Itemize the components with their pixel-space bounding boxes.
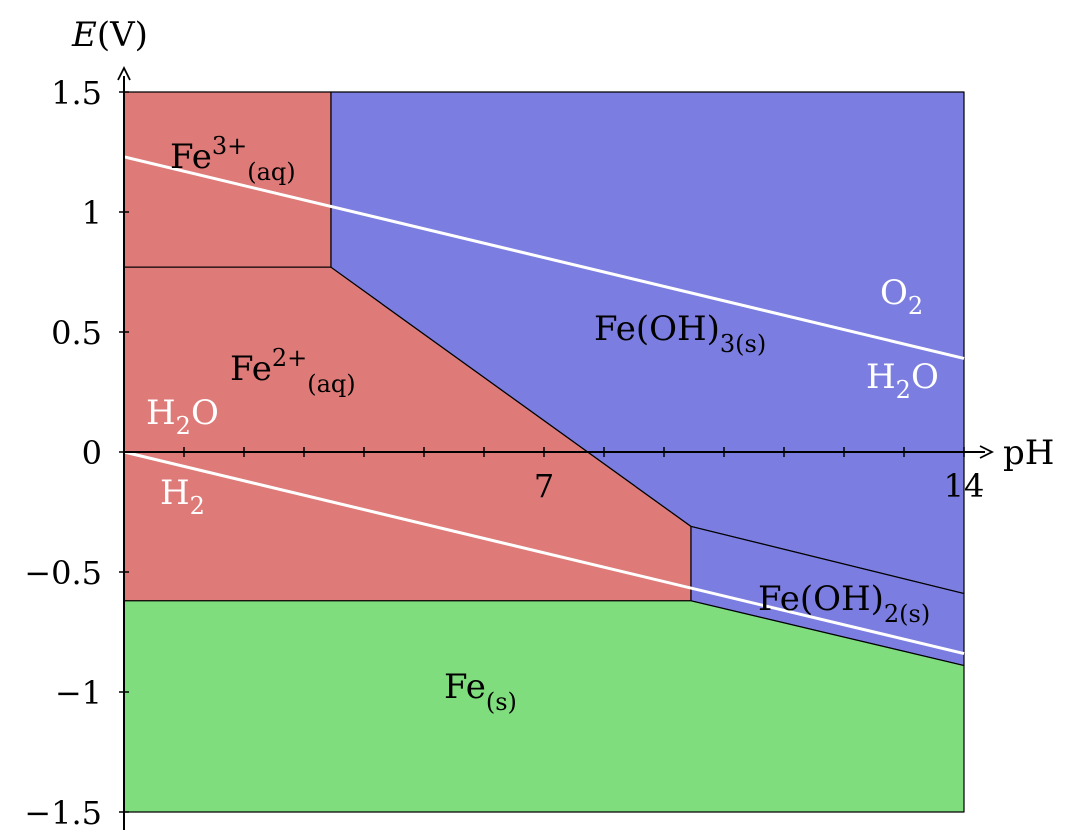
label-h2o-right-base: H [866,357,896,397]
y-tick-label-1.5: 1.5 [51,74,102,112]
label-h2o-right-sub: 2 [896,376,911,404]
water-line-upper [123,155,965,360]
label-h2o-left: H2O [146,393,219,440]
label-fe2-sub: (aq) [307,370,355,398]
label-feoh2-sub: 2(s) [884,600,930,628]
x-axis-arrow [979,445,995,459]
y-tick-label-1: 1 [82,194,102,232]
label-h2o-right: H2O [866,357,939,404]
label-fes-sub: (s) [486,688,517,716]
label-fe3-aq: Fe3+(aq) [170,132,296,186]
water-lines-group [123,155,965,656]
label-h2o-left-base: H [146,393,176,433]
label-o2-sub: 2 [908,292,923,320]
label-fe3-sup: 3+ [212,132,247,160]
label-fe2-base: Fe [230,349,272,389]
label-fe2-aq: Fe2+(aq) [230,344,356,398]
y-tick-label-minus-1.5: −1.5 [24,794,102,832]
x-ticks [183,447,965,457]
label-h2o-right-tail: O [911,357,939,397]
label-h2o-left-tail: O [191,393,219,433]
y-ticks [119,91,129,813]
label-feoh3-s: Fe(OH)3(s) [594,309,766,358]
label-feoh3-sub: 3(s) [720,330,766,358]
label-h2: H2 [160,473,205,520]
x-tick-label-7: 7 [534,467,554,505]
region-fe3- [123,91,332,268]
label-fe2-sup: 2+ [272,344,307,372]
label-feoh3-base: Fe(OH) [594,309,720,349]
label-fes-base: Fe [444,667,486,707]
y-tick-label-0: 0 [82,434,102,472]
label-o2: O2 [880,273,923,320]
y-axis-arrow [117,65,131,81]
y-axis-title: E(V) [71,15,148,55]
y-tick-label-minus-1: −1 [55,674,102,712]
y-tick-label-minus-0.5: −0.5 [24,554,102,592]
label-o2-base: O [880,273,908,313]
y-tick-label-0.5: 0.5 [51,314,102,352]
x-axis-title: pH [1003,433,1054,473]
x-tick-label-14: 14 [944,467,985,505]
label-h2-base: H [160,473,190,513]
label-fe3-sub: (aq) [247,158,295,186]
label-feoh2-base: Fe(OH) [758,579,884,619]
regions-group [123,91,965,813]
axes [117,65,995,830]
y-axis-title-symbol: E [71,15,97,55]
water-line-lower [123,450,965,656]
label-fe3-base: Fe [170,137,212,177]
label-h2o-left-sub: 2 [176,412,191,440]
label-h2-sub: 2 [190,492,205,520]
label-feoh2-s: Fe(OH)2(s) [758,579,930,628]
label-fe-s: Fe(s) [444,667,517,716]
y-axis-title-unit: (V) [97,15,148,55]
